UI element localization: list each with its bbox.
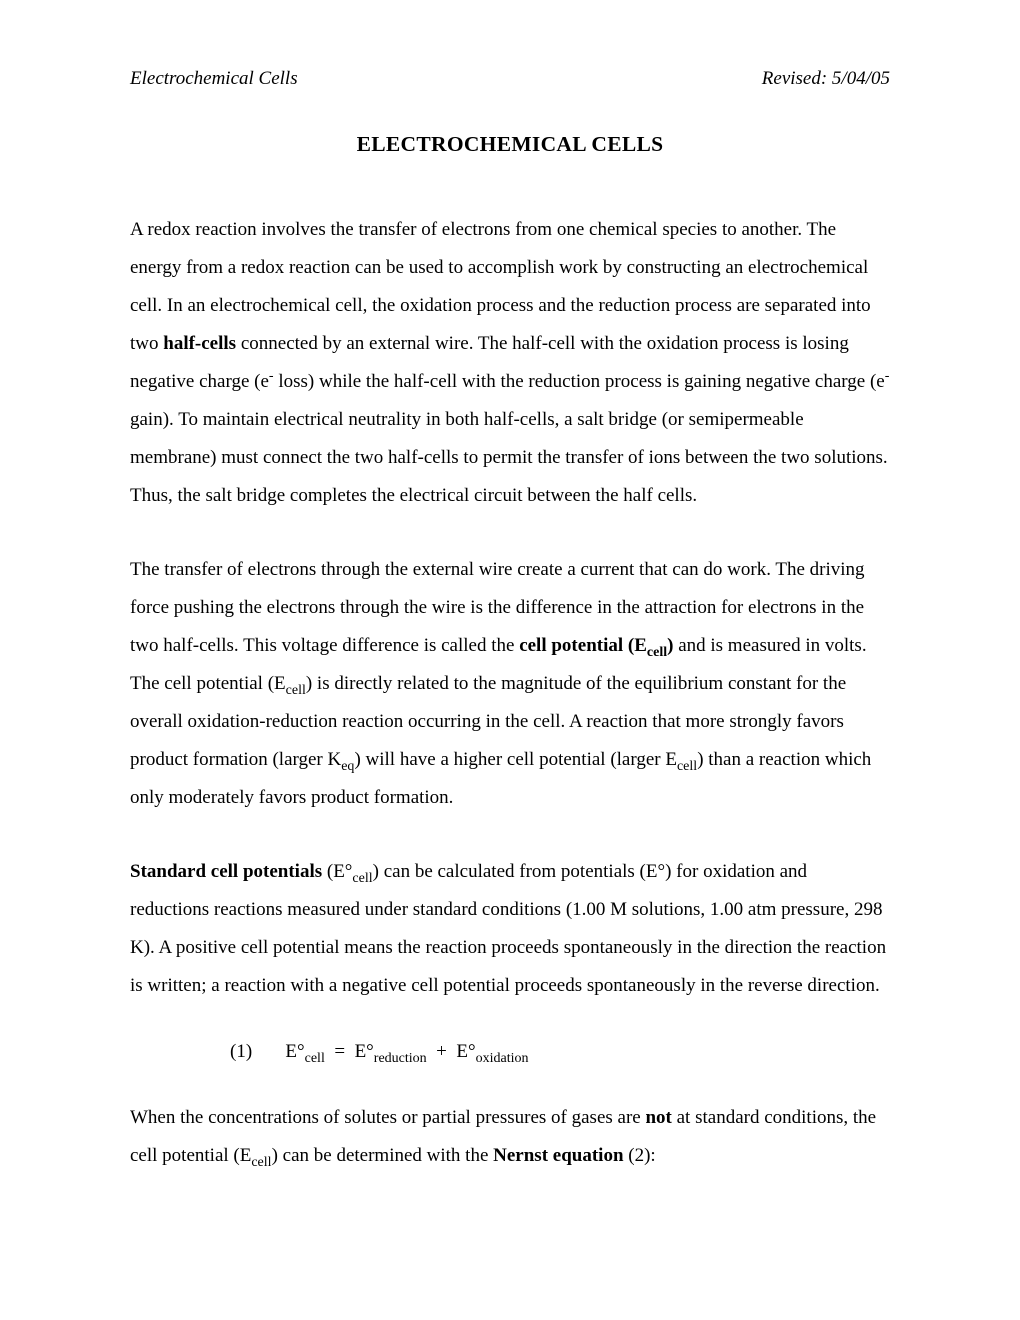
p1-text4: gain). To maintain electrical neutrality… <box>130 409 888 506</box>
eq-mid: E°reduction <box>355 1041 427 1062</box>
page-header: Electrochemical Cells Revised: 5/04/05 <box>130 68 890 90</box>
paragraph-3: Standard cell potentials (E°cell) can be… <box>130 853 890 1005</box>
p4-bold-not: not <box>645 1107 671 1128</box>
p1-text3: loss) while the half-cell with the reduc… <box>274 371 885 392</box>
p2-sub2: eq <box>341 759 354 774</box>
eq-mid-sub: reduction <box>374 1051 427 1066</box>
super-minus: - <box>885 369 890 384</box>
p3-sub1: cell <box>352 871 372 886</box>
p2-sub1: cell <box>286 683 306 698</box>
page-title: ELECTROCHEMICAL CELLS <box>130 132 890 157</box>
eq-number: (1) <box>230 1041 252 1062</box>
p3-text1: (E° <box>322 861 352 882</box>
p2-bold-cellpot: cell potential (Ecell) <box>519 635 673 656</box>
p4-sub1: cell <box>251 1155 271 1170</box>
paragraph-2: The transfer of electrons through the ex… <box>130 551 890 817</box>
p4-bold-nernst: Nernst equation <box>493 1145 623 1166</box>
equation-1: (1) E°cell = E°reduction + E°oxidation <box>230 1041 890 1063</box>
p2-bold-part1: cell potential (E <box>519 635 647 656</box>
p4-text4: (2): <box>624 1145 656 1166</box>
p2-text4: ) will have a higher cell potential (lar… <box>354 749 677 770</box>
paragraph-1: A redox reaction involves the transfer o… <box>130 211 890 515</box>
eq-rhs-sub: oxidation <box>476 1051 529 1066</box>
p1-bold-halfcells: half-cells <box>163 333 236 354</box>
p3-bold: Standard cell potentials <box>130 861 322 882</box>
header-left: Electrochemical Cells <box>130 68 298 90</box>
eq-lhs: E°cell <box>285 1041 324 1062</box>
p4-text3: ) can be determined with the <box>272 1145 494 1166</box>
p2-sub3: cell <box>677 759 697 774</box>
p2-bold-sub: cell <box>647 645 667 660</box>
paragraph-4: When the concentrations of solutes or pa… <box>130 1099 890 1175</box>
eq-rhs: E°oxidation <box>456 1041 528 1062</box>
p4-text1: When the concentrations of solutes or pa… <box>130 1107 645 1128</box>
header-right: Revised: 5/04/05 <box>762 68 890 90</box>
eq-lhs-sub: cell <box>305 1051 325 1066</box>
